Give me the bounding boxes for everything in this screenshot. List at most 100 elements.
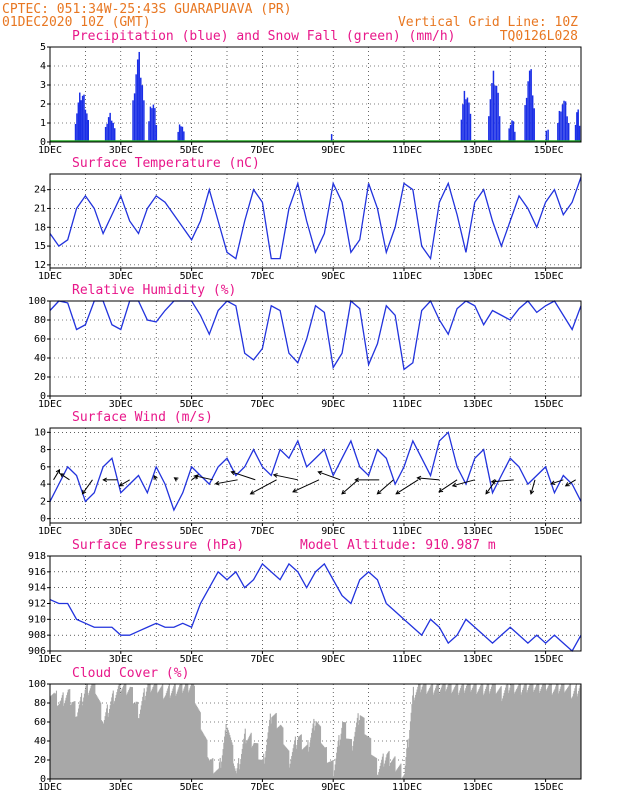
cloud-bar	[167, 688, 169, 779]
temp-xtick-label: 15DEC	[534, 271, 564, 282]
cloud-bar	[513, 684, 515, 779]
cloud-bar	[285, 747, 287, 779]
cloud-bar	[373, 756, 375, 779]
cloud-bar	[556, 684, 558, 779]
cloud-bar	[535, 686, 537, 779]
cloud-bar	[179, 685, 181, 779]
cloud-bar	[442, 684, 444, 779]
cloud-bar	[431, 684, 433, 779]
cloud-bar	[144, 700, 146, 779]
cloud-bar	[480, 684, 482, 779]
cloud-bar	[289, 763, 291, 779]
cloud-bar	[448, 684, 450, 779]
cloud-bar	[449, 684, 451, 779]
cloud-bar	[79, 700, 81, 779]
cloud-bar	[99, 701, 101, 779]
cloud-bar	[101, 721, 103, 779]
cloud-bar	[360, 715, 362, 779]
cloud-bar	[207, 758, 209, 779]
cloud-bar	[445, 691, 447, 779]
precip-bar	[528, 70, 531, 142]
cloud-bar	[236, 768, 238, 779]
cloud-bar	[393, 757, 395, 779]
precip-bar	[557, 122, 559, 142]
precip-ytick-label: 0	[40, 137, 46, 148]
cloud-bar	[492, 684, 494, 779]
wind-arrow	[341, 479, 359, 495]
cloud-bar	[224, 736, 226, 779]
cloud-ytick-label: 20	[34, 755, 46, 766]
wind-arrow	[491, 479, 514, 483]
cloud-bar	[342, 722, 344, 779]
precip-bar	[178, 124, 181, 142]
cloud-bar	[190, 686, 192, 779]
cloud-bar	[507, 693, 510, 779]
cloud-bar	[201, 732, 204, 779]
cloud-bar	[522, 690, 524, 779]
cloud-ytick-label: 40	[34, 736, 46, 747]
precip-bar	[577, 109, 579, 142]
cloud-bar	[97, 698, 100, 779]
cloud-bar	[408, 738, 410, 779]
cloud-bar	[332, 760, 334, 779]
cloud-bar	[104, 716, 106, 779]
wind-arrow	[194, 475, 213, 481]
cloud-bar	[392, 759, 394, 779]
cloud-bar	[214, 772, 216, 779]
cloud-bar	[148, 684, 150, 779]
cloud-bar	[112, 690, 114, 779]
cloud-bar	[83, 697, 85, 779]
cloud-bar	[430, 684, 432, 779]
cloud-bar	[136, 701, 138, 779]
precip-xtick-label: 13DEC	[463, 145, 493, 156]
cloud-bar	[219, 757, 221, 779]
cloud-bar	[189, 688, 191, 779]
wind-arrow-head	[55, 468, 61, 474]
cloud-bar	[570, 698, 572, 779]
cloud-bar	[154, 684, 156, 779]
cloud-bar	[153, 685, 155, 779]
cloud-bar	[394, 756, 396, 779]
cloud-bar	[434, 688, 437, 779]
cloud-bar	[368, 737, 370, 779]
cloud-bar	[259, 759, 261, 779]
precip-bar	[497, 92, 499, 142]
cloud-bar	[323, 746, 325, 779]
cloud-xtick-label: 5DEC	[180, 782, 204, 793]
cloud-bar	[281, 726, 283, 779]
cloud-bar	[297, 737, 299, 779]
cloud-bar	[387, 753, 389, 779]
cloud-bar	[508, 690, 510, 779]
cloud-bar	[569, 684, 572, 779]
cloud-bar	[248, 737, 250, 779]
cloud-bar	[488, 693, 490, 779]
cloud-bar	[344, 722, 346, 779]
cloud-bar	[321, 744, 323, 779]
cloud-bar	[476, 693, 478, 779]
cloud-bar	[336, 746, 339, 779]
precip-bar	[560, 111, 562, 142]
cloud-bar	[415, 692, 417, 779]
cloud-bar	[452, 690, 454, 779]
cloud-bar	[68, 689, 70, 779]
cloud-bar	[52, 694, 54, 779]
cloud-bar	[246, 741, 248, 779]
cloud-bar	[245, 743, 247, 779]
cloud-bar	[54, 693, 56, 779]
cloud-bar	[347, 738, 350, 779]
cloud-bar	[530, 684, 532, 779]
cloud-bar	[498, 689, 500, 779]
cloud-bar	[128, 690, 130, 779]
cloud-bar	[397, 768, 399, 779]
wind-arrow-head	[341, 489, 346, 495]
cloud-bar	[314, 725, 316, 779]
wind-arrow-head	[490, 479, 496, 484]
cloud-bar	[428, 689, 430, 779]
precip-bar	[81, 95, 84, 142]
pres-xtick-label: 11DEC	[392, 654, 422, 665]
cloud-bar	[107, 716, 109, 779]
precip-bar	[76, 113, 78, 142]
cloud-bar	[457, 695, 459, 779]
cloud-bar	[298, 736, 300, 779]
cloud-bar	[229, 735, 231, 779]
